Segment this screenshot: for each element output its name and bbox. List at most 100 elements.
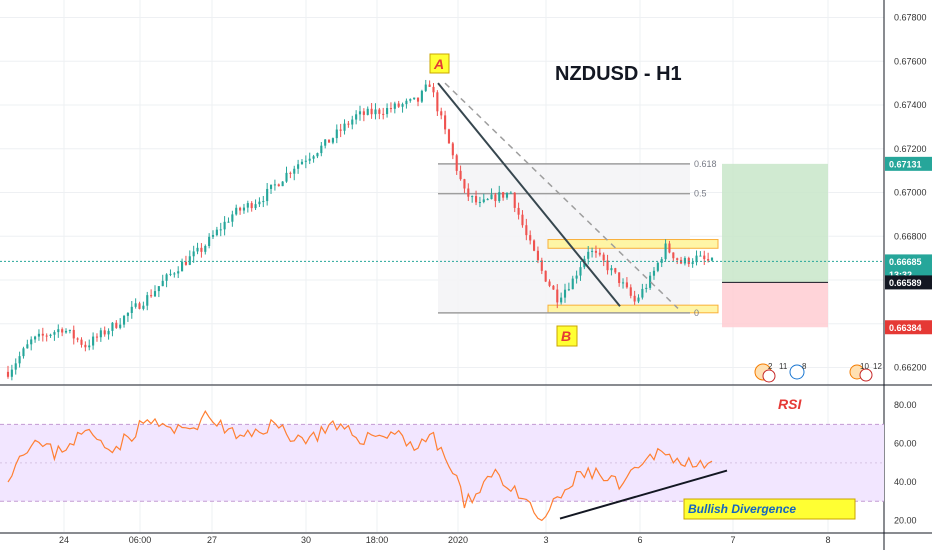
candle-body [502, 192, 505, 198]
candle-body [513, 192, 516, 208]
candle-body [223, 221, 226, 230]
price-tick-label: 0.67000 [894, 188, 927, 198]
price-tick-label: 0.67600 [894, 56, 927, 66]
point-b-label: B [556, 325, 578, 347]
candle-body [227, 221, 230, 223]
candle-body [339, 129, 342, 131]
fibonacci-retracement: 0.618 0.5 0 [438, 159, 717, 318]
candle-body [591, 250, 594, 252]
candle-body [208, 236, 211, 247]
candle-body [374, 109, 377, 115]
candle-body [76, 338, 79, 340]
candle-body [455, 155, 458, 171]
target-zone [722, 163, 828, 283]
candle-body [355, 114, 358, 120]
candle-body [138, 303, 141, 309]
economic-events[interactable]: 2 11 8 10 12 [754, 362, 882, 383]
resistance-zone [547, 239, 719, 249]
candle-body [525, 225, 528, 236]
candle-body [621, 282, 625, 284]
candle-body [211, 235, 215, 237]
candle-body [575, 275, 578, 279]
time-tick-label: 7 [730, 535, 735, 545]
price-tag [885, 254, 932, 269]
candle-body [215, 229, 218, 236]
divergence-label-box: Bullish Divergence [683, 498, 856, 520]
candle-body [393, 103, 396, 109]
time-tick-label: 24 [59, 535, 69, 545]
candle-body [273, 184, 276, 186]
candle-body [416, 97, 420, 102]
candle-body [637, 297, 640, 302]
candle-body [45, 335, 48, 337]
candle-body [53, 332, 56, 335]
event-count: 11 [779, 362, 788, 371]
candle-body [432, 86, 435, 93]
candle-body [269, 184, 273, 189]
candle-body [157, 286, 160, 292]
candle-body [300, 161, 304, 165]
event-flag-icon[interactable] [762, 369, 776, 383]
candle-body [26, 344, 29, 349]
support-zone [547, 304, 719, 314]
candle-body [498, 192, 501, 202]
trend-line-solid [437, 82, 621, 307]
candle-body [567, 289, 570, 291]
candle-body [22, 348, 25, 357]
candle-body [691, 262, 694, 265]
candle-body [560, 297, 563, 303]
price-tick-label: 0.67400 [894, 100, 927, 110]
candle-body [293, 168, 296, 174]
candle-body [14, 363, 17, 370]
price-tag [885, 320, 932, 335]
candle-body [420, 90, 423, 102]
event-flag-icon[interactable] [789, 364, 805, 380]
candle-body [68, 329, 71, 331]
candle-body [389, 108, 393, 110]
candle-body [258, 201, 261, 205]
candle-body [614, 268, 617, 273]
candle-body [397, 103, 400, 107]
candle-body [563, 289, 567, 298]
candle-body [41, 333, 44, 336]
candle-body [703, 255, 706, 260]
candle-body [146, 295, 149, 306]
candle-body [281, 181, 284, 187]
candle-body [486, 199, 489, 201]
rsi-pane: 80.00 60.00 40.00 20.00 [0, 400, 917, 525]
rsi-tick-label: 40.00 [894, 477, 917, 487]
candle-body [181, 261, 184, 272]
candle-body [366, 108, 369, 115]
divergence-line [559, 469, 728, 520]
candle-body [188, 256, 191, 265]
candle-body [37, 333, 41, 337]
candle-body [320, 145, 323, 154]
candle-body [602, 254, 605, 261]
candle-body [358, 111, 362, 115]
candle-body [606, 260, 609, 271]
candle-body [72, 329, 75, 339]
candle-body [571, 278, 574, 290]
candle-body [297, 164, 300, 169]
candle-body [618, 272, 621, 283]
candle-body [111, 322, 114, 331]
price-tag-label: 0.67131 [889, 159, 922, 169]
candle-body [351, 119, 354, 125]
candle-body [683, 258, 686, 264]
candle-body [505, 193, 509, 198]
rsi-tick-label: 20.00 [894, 515, 917, 525]
candle-body [401, 104, 404, 107]
price-tick-label: 0.67200 [894, 144, 927, 154]
candle-body [99, 330, 102, 338]
event-flag-icon[interactable] [859, 368, 873, 382]
candle-body [84, 344, 87, 348]
candle-body [18, 356, 21, 364]
candle-body [710, 257, 714, 261]
candle-body [382, 113, 385, 115]
candle-body [424, 84, 427, 91]
candle-body [312, 156, 315, 159]
candle-body [308, 158, 311, 161]
candle-body [386, 108, 389, 115]
candle-body [122, 315, 126, 325]
